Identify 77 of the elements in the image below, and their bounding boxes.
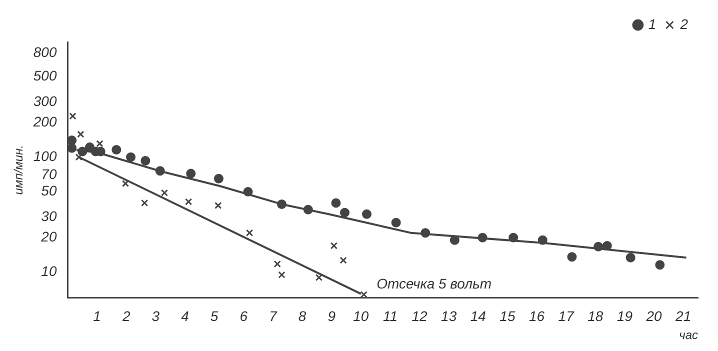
point	[420, 228, 430, 238]
y-tick-label: 20	[40, 228, 57, 244]
point	[478, 232, 488, 242]
point	[602, 240, 612, 250]
point	[243, 187, 253, 197]
point	[160, 189, 168, 196]
point	[330, 242, 338, 250]
point	[315, 274, 323, 282]
x-axis-title: час	[679, 328, 698, 342]
y-tick-label: 70	[41, 166, 57, 182]
x-tick-label: 3	[152, 308, 160, 324]
point	[68, 143, 77, 153]
x-tick-label: 11	[382, 308, 398, 324]
point	[140, 199, 148, 207]
point	[78, 146, 88, 156]
point	[274, 260, 281, 268]
x-tick-label: 14	[470, 308, 486, 324]
y-tick-label: 10	[41, 263, 57, 280]
x-tick-label: 6	[240, 308, 248, 324]
point	[340, 208, 350, 218]
x-tick-label: 9	[328, 308, 336, 324]
point	[96, 140, 104, 148]
point	[112, 144, 122, 154]
point	[538, 235, 548, 245]
point	[278, 271, 286, 278]
x-tick-label: 10	[353, 308, 369, 324]
y-axis-title: имп/мин.	[12, 145, 26, 195]
x-tick-label: 8	[298, 308, 306, 324]
y-tick-label: 800	[33, 44, 57, 60]
point	[246, 229, 254, 236]
point	[508, 232, 518, 242]
point	[567, 252, 577, 262]
point	[155, 166, 165, 176]
point	[626, 252, 636, 262]
x-tick-label: 21	[674, 308, 692, 324]
point	[122, 180, 130, 188]
point	[126, 152, 136, 162]
y-tick-label: 30	[41, 208, 57, 224]
point	[186, 168, 196, 178]
point	[69, 112, 76, 120]
x-tick-label: 20	[645, 308, 662, 324]
y-tick-label: 500	[33, 68, 57, 84]
x-tick-label: 1	[93, 308, 101, 324]
point	[594, 242, 604, 252]
point	[277, 199, 286, 209]
point	[75, 154, 82, 161]
x-tick-label: 2	[121, 308, 130, 324]
y-tick-label: 50	[41, 182, 57, 199]
y-tick-label: 100	[33, 148, 57, 164]
x-tick-label: 18	[588, 308, 604, 324]
point	[184, 198, 192, 206]
x-tick-label: 19	[616, 308, 633, 324]
annotation: Отсечка 5 вольт	[376, 276, 492, 292]
x-tick-label: 13	[441, 308, 457, 324]
point	[214, 202, 222, 210]
x-tick-label: 4	[181, 308, 190, 324]
point	[331, 198, 341, 208]
point	[655, 260, 665, 270]
x-tick-label: 15	[500, 308, 516, 324]
point	[140, 156, 150, 166]
point	[391, 218, 401, 228]
point	[303, 204, 313, 214]
point	[362, 209, 372, 219]
point	[68, 136, 77, 146]
point	[340, 256, 347, 264]
point	[214, 174, 224, 184]
point	[77, 130, 84, 138]
x-tick-label: 12	[412, 308, 428, 324]
legend-label: 2	[679, 16, 688, 32]
legend-label: 1	[648, 16, 656, 32]
x-tick-label: 5	[210, 308, 218, 324]
point	[450, 235, 460, 245]
x-tick-label: 7	[269, 308, 278, 324]
x-tick-label: 17	[558, 308, 576, 324]
y-tick-label: 300	[33, 93, 57, 110]
x-tick-label: 16	[528, 308, 545, 324]
y-tick-label: 200	[32, 113, 57, 130]
